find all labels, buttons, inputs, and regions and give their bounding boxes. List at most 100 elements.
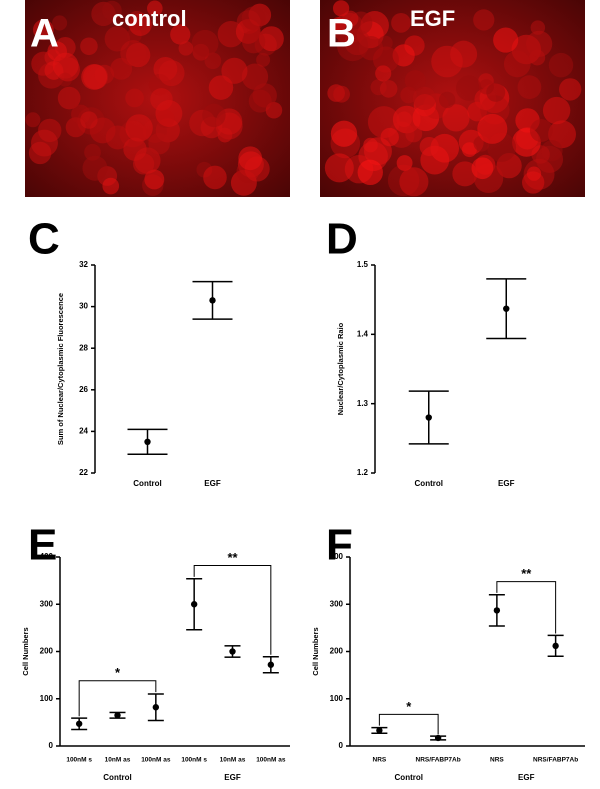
cell: [178, 41, 194, 56]
cell: [148, 132, 170, 155]
cell: [25, 112, 41, 128]
point: [190, 601, 198, 608]
cell: [404, 70, 426, 92]
panel-letter: B: [327, 12, 356, 56]
panel-letter: F: [326, 521, 353, 570]
y-tick-label: 32: [79, 260, 88, 269]
x-tick-label: Control: [133, 479, 161, 488]
cell: [525, 30, 553, 58]
y-tick-label: 1.4: [357, 329, 369, 338]
cell: [55, 57, 80, 82]
cell: [503, 50, 531, 78]
cell: [471, 157, 494, 180]
cell: [241, 30, 266, 54]
cell: [419, 136, 439, 157]
point: [376, 727, 383, 734]
y-tick-label: 28: [79, 343, 88, 352]
panel-letter: D: [326, 215, 358, 264]
cell: [405, 125, 423, 143]
y-tick-label: 0: [339, 741, 344, 750]
cell: [431, 45, 463, 78]
panel-letter: C: [28, 215, 60, 264]
cell: [375, 65, 392, 82]
cell: [147, 0, 163, 17]
y-axis-label: Sum of Nuclear/Cytoplasmic Fluorescence: [56, 293, 65, 445]
cell: [52, 15, 68, 31]
cell: [461, 142, 477, 158]
y-tick-label: 0: [49, 741, 54, 750]
cell: [344, 29, 371, 56]
significance-bracket: [78, 680, 157, 717]
cell: [203, 165, 227, 190]
cell: [331, 17, 347, 33]
cell: [379, 80, 398, 98]
cell: [455, 75, 482, 101]
cell: [333, 85, 350, 103]
group-label: Control: [395, 773, 423, 782]
cell: [170, 24, 191, 45]
cell: [191, 29, 219, 57]
cell: [380, 127, 399, 147]
x-tick-label: NRS: [373, 757, 387, 764]
y-tick-label: 400: [330, 552, 344, 561]
significance-label: *: [406, 699, 412, 714]
cell: [493, 27, 519, 53]
micrograph-control: [25, 0, 290, 197]
cell: [342, 10, 359, 27]
significance-bracket: [193, 565, 272, 655]
y-tick-label: 300: [330, 599, 344, 608]
point: [144, 438, 151, 445]
cell: [473, 9, 495, 31]
cell: [221, 57, 248, 84]
micrograph-egf: [320, 0, 585, 197]
cell: [396, 155, 413, 171]
x-tick-label: EGF: [204, 479, 221, 488]
y-tick-label: 100: [330, 694, 344, 703]
point: [267, 661, 275, 668]
group-label: EGF: [224, 773, 241, 782]
significance-label: *: [115, 665, 121, 680]
cell: [439, 91, 456, 109]
y-tick-label: 300: [40, 599, 54, 608]
cell: [486, 82, 506, 102]
point: [434, 734, 442, 742]
image-label: EGF: [410, 6, 455, 31]
cell: [125, 88, 144, 108]
y-tick-label: 400: [40, 552, 54, 561]
cell: [102, 0, 122, 21]
cell: [144, 169, 165, 190]
point: [209, 297, 216, 304]
cell: [559, 78, 582, 101]
group-label: EGF: [518, 773, 535, 782]
cell: [120, 40, 147, 67]
y-axis-label: Cell Numbers: [311, 627, 320, 675]
cell: [102, 177, 120, 195]
cell: [442, 104, 470, 132]
significance-label: **: [227, 550, 238, 565]
x-tick-label: NRS: [490, 757, 504, 764]
y-tick-label: 1.5: [357, 260, 369, 269]
x-tick-label: 10nM as: [105, 757, 131, 764]
y-tick-label: 1.3: [357, 399, 369, 408]
y-tick-label: 200: [330, 647, 344, 656]
cell: [241, 6, 266, 31]
cell: [158, 60, 185, 87]
cell: [204, 52, 222, 70]
cell: [28, 141, 52, 165]
significance-label: **: [521, 566, 532, 581]
cell: [372, 46, 399, 73]
cell: [127, 10, 147, 31]
significance-bracket: [496, 581, 557, 634]
x-tick-label: 100nM s: [181, 757, 207, 764]
y-tick-label: 22: [79, 468, 88, 477]
cell: [125, 114, 153, 142]
cell: [252, 83, 277, 108]
cell: [330, 120, 358, 147]
x-tick-label: EGF: [498, 479, 515, 488]
cell: [57, 86, 81, 110]
cell: [517, 75, 542, 100]
cell: [155, 100, 183, 127]
cell: [123, 137, 147, 161]
cell: [529, 119, 553, 143]
